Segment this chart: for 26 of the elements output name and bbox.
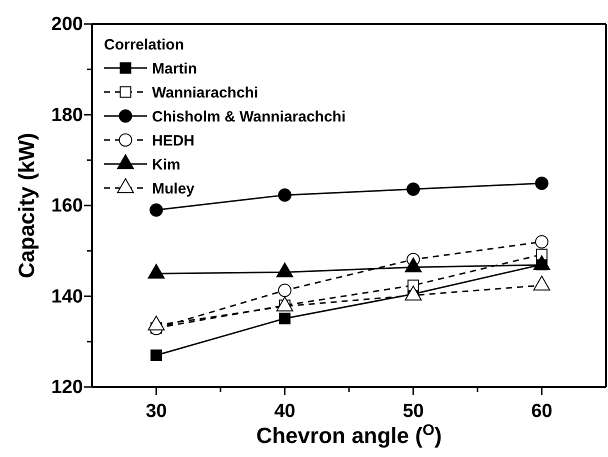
y-tick-label: 180 (51, 104, 83, 126)
x-tick-label: 60 (531, 400, 552, 422)
legend-label: Kim (152, 156, 180, 174)
x-tick-label: 30 (146, 400, 167, 422)
legend-label: Martin (152, 60, 197, 78)
point (150, 203, 163, 217)
point (535, 235, 548, 248)
legend-label: Wanniarachchi (152, 84, 258, 102)
legend-title: Correlation (104, 36, 184, 54)
y-tick-label: 140 (51, 286, 83, 308)
y-tick-label: 200 (51, 14, 83, 36)
y-tick-label: 160 (51, 196, 83, 217)
legend-label: Muley (152, 180, 196, 198)
point (406, 182, 420, 196)
x-axis-title: Chevron angle ($^{O}$) (256, 422, 442, 448)
x-tick-label: 50 (402, 400, 424, 422)
point (279, 312, 290, 324)
point (150, 349, 162, 361)
y-axis-title: Capacity (kW) (14, 132, 39, 278)
legend-label: Chisholm & Wanniarachchi (152, 108, 346, 126)
point (535, 176, 548, 190)
x-tick-label: 40 (274, 400, 296, 422)
point (278, 188, 292, 202)
y-tick-label: 120 (51, 377, 83, 398)
legend-label: HEDH (152, 132, 195, 150)
point (278, 284, 292, 298)
